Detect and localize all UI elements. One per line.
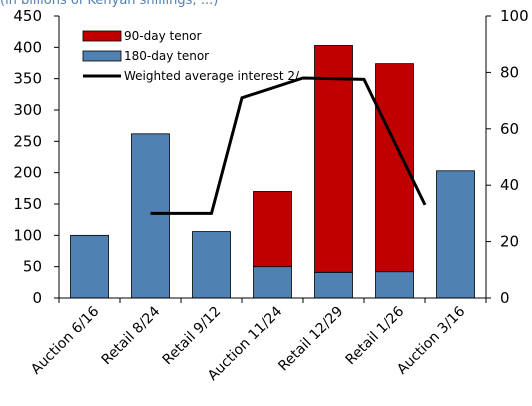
x-tick-label-2: Retail 9/12: [160, 304, 225, 369]
interest-line-layer: [150, 76, 427, 215]
bar-0-4: [314, 271, 353, 299]
bar-0-2: [192, 231, 231, 299]
y-right-tick-label-4: 80: [500, 63, 519, 81]
y-right-tick-label-2: 40: [500, 176, 519, 194]
legend-label-0: 90-day tenor: [124, 29, 202, 43]
legend-label-2: Weighted average interest 2/: [124, 69, 300, 83]
y-left-tick-label-9: 450: [13, 7, 42, 25]
series-line-2: [150, 76, 427, 215]
bar-1-4: [314, 45, 353, 273]
y-left-tick-label-3: 150: [13, 195, 42, 213]
bar-0-5: [375, 271, 414, 299]
x-tick-label-0: Auction 6/16: [28, 303, 102, 377]
y-left-tick-label-1: 50: [23, 258, 42, 276]
bar-0-1: [131, 133, 170, 299]
y-left-tick-label-8: 400: [13, 38, 42, 56]
bar-0-0: [70, 234, 109, 299]
bar-0-6: [436, 170, 475, 299]
y-left-tick-label-5: 250: [13, 132, 42, 150]
chart-header-fragment: (in billions of Kenyan shillings; ...): [0, 0, 218, 8]
y-right-tick-label-3: 60: [500, 120, 519, 138]
y-left-tick-label-6: 300: [13, 101, 42, 119]
x-tick-label-1: Retail 8/24: [99, 303, 164, 368]
x-tick-label-4: Retail 12/29: [275, 304, 346, 375]
y-right-tick-label-5: 100: [500, 7, 529, 25]
y-left-tick-label-4: 200: [13, 164, 42, 182]
legend-label-1: 180-day tenor: [124, 49, 209, 63]
bar-1-3: [253, 191, 292, 268]
y-right-tick-label-0: 0: [500, 289, 510, 307]
legend: 90-day tenor 180-day tenor Weighted averag…: [82, 29, 300, 83]
y-right-tick-label-1: 20: [500, 233, 519, 251]
legend-swatch-1: [82, 50, 122, 62]
legend-swatch-0: [82, 30, 122, 42]
bars-layer: [70, 45, 475, 299]
x-tick-label-5: Retail 1/26: [343, 303, 408, 368]
y-left-tick-label-2: 100: [13, 226, 42, 244]
y-left-tick-label-7: 350: [13, 70, 42, 88]
y-left-tick-label-0: 0: [32, 289, 42, 307]
bar-0-3: [253, 266, 292, 299]
